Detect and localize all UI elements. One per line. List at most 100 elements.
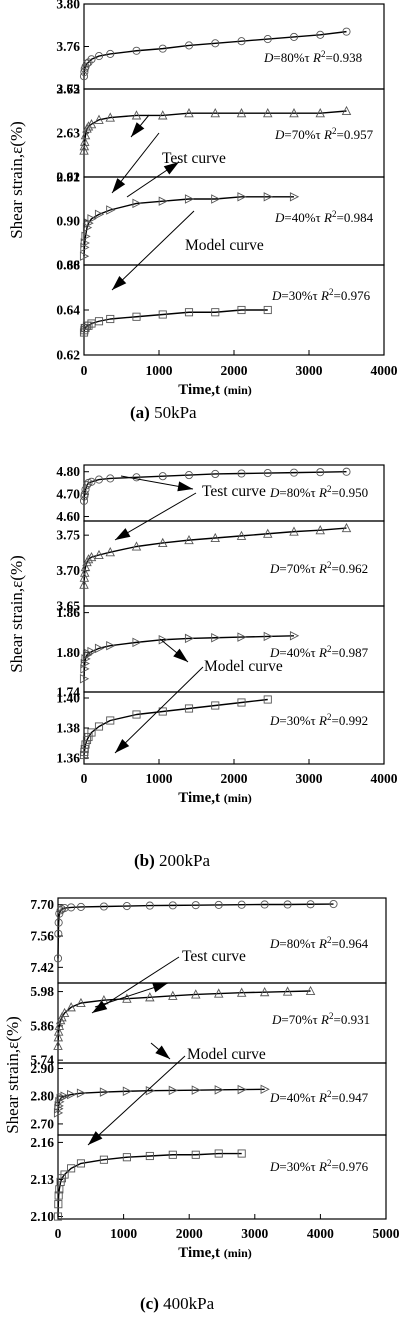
y-tick-label: 0.92 <box>56 170 80 185</box>
panel-d30: 2.10 2.13 2.16 D=30%τ R2=0.976 <box>30 1134 387 1224</box>
y-tick-label: 1.80 <box>56 645 80 660</box>
data-point <box>184 471 194 480</box>
data-point <box>105 546 115 557</box>
arrow-head <box>92 1000 108 1013</box>
x-tick-label: 3000 <box>296 363 323 378</box>
data-point <box>210 108 220 118</box>
data-point <box>86 551 97 562</box>
model-curve-note: Model curve <box>204 658 283 675</box>
data-point <box>54 929 63 938</box>
data-point <box>122 993 132 1003</box>
x-tick-label: 4000 <box>307 1226 334 1241</box>
data-point <box>132 46 141 55</box>
data-point <box>289 526 299 536</box>
series-label: D=80%τ R2=0.964 <box>269 935 369 951</box>
x-axis-label: Time,t (min) <box>178 1245 252 1261</box>
data-point <box>87 646 97 657</box>
series-label: D=70%τ R2=0.962 <box>269 560 368 576</box>
data-point <box>168 1150 177 1159</box>
data-point <box>211 701 220 710</box>
data-point <box>80 561 91 572</box>
data-point <box>84 732 93 742</box>
x-tick-label: 4000 <box>371 771 398 786</box>
data-point <box>260 900 269 909</box>
data-point <box>79 251 90 261</box>
arrow-head <box>88 1131 103 1145</box>
data-point <box>211 308 220 317</box>
y-tick-label: 5.86 <box>30 1018 54 1033</box>
arrow-head <box>173 648 188 662</box>
data-point <box>60 904 69 913</box>
model-curve-note: Model curve <box>185 237 264 254</box>
data-point <box>76 902 86 911</box>
data-point <box>80 130 91 140</box>
data-point <box>315 108 325 118</box>
data-point <box>66 1002 76 1012</box>
x-tick-label: 0 <box>81 771 88 786</box>
data-point <box>94 722 104 731</box>
figure-caption: (b) 200kPa <box>134 851 210 870</box>
data-point <box>342 27 351 36</box>
data-point <box>54 1020 65 1030</box>
arrow-head <box>115 738 130 753</box>
data-point <box>237 1149 246 1158</box>
panel-d80: 3.72 3.76 3.80 D=80%τ R2=0.938 <box>56 0 385 97</box>
x-tick-label: 2000 <box>221 363 248 378</box>
chart-c: 7.42 7.56 7.70 D=80%τ R2=0.964 5.74 5.86 5.98 D… <box>3 897 400 1313</box>
y-tick-label: 1.74 <box>56 685 80 700</box>
data-point <box>191 1085 201 1095</box>
data-point <box>184 194 195 204</box>
data-point <box>237 698 246 707</box>
y-tick-label: 3.75 <box>56 528 80 543</box>
data-point <box>56 906 65 915</box>
data-point <box>53 1212 63 1221</box>
data-point <box>158 472 167 481</box>
panel-d40: 1.74 1.80 1.86 D=40%τ R2=0.987 <box>56 605 385 700</box>
y-tick-label: 2.65 <box>56 82 80 97</box>
data-point <box>76 1159 86 1168</box>
data-point <box>94 209 105 220</box>
data-point <box>99 902 108 911</box>
data-point <box>84 321 93 330</box>
data-point <box>213 988 224 998</box>
data-point <box>94 317 104 326</box>
data-point <box>122 1153 131 1162</box>
annotation-arrow <box>111 210 195 291</box>
data-point <box>81 485 90 494</box>
data-point <box>132 198 142 209</box>
data-point <box>122 902 131 911</box>
data-point <box>168 901 177 910</box>
data-point <box>211 39 220 48</box>
arrow-head <box>155 1045 170 1059</box>
data-point <box>59 1007 70 1018</box>
data-point <box>53 1032 64 1042</box>
panel-d80: 7.42 7.56 7.70 D=80%τ R2=0.964 <box>30 897 387 984</box>
series-label: D=70%τ R2=0.931 <box>271 1011 370 1027</box>
data-point <box>106 716 115 725</box>
panel-d80: 4.60 4.70 4.80 D=80%τ R2=0.950 <box>56 464 385 524</box>
y-tick-label: 1.86 <box>56 605 80 620</box>
data-point <box>94 114 104 124</box>
data-point <box>60 1091 70 1101</box>
data-point <box>82 59 92 68</box>
y-tick-label: 3.65 <box>56 599 80 614</box>
y-tick-label: 1.38 <box>56 721 80 736</box>
data-point <box>158 44 167 53</box>
data-point <box>79 145 89 155</box>
annotation-arrow <box>87 1055 186 1146</box>
data-point <box>237 469 246 478</box>
data-point <box>263 35 272 44</box>
x-tick-label: 1000 <box>146 771 173 786</box>
series-label: D=40%τ R2=0.987 <box>269 644 369 660</box>
y-tick-label: 3.70 <box>56 563 80 578</box>
x-tick-label: 1000 <box>110 1226 137 1241</box>
model-curve <box>57 1152 242 1217</box>
data-point <box>80 490 89 499</box>
y-tick-label: 2.61 <box>56 170 80 185</box>
data-point <box>81 231 91 242</box>
data-point <box>283 900 292 909</box>
test-curve-note: Test curve <box>182 948 246 965</box>
y-axis-label: Shear strain,ε(%) <box>3 1016 22 1134</box>
data-point <box>87 214 97 224</box>
data-point <box>316 30 325 39</box>
